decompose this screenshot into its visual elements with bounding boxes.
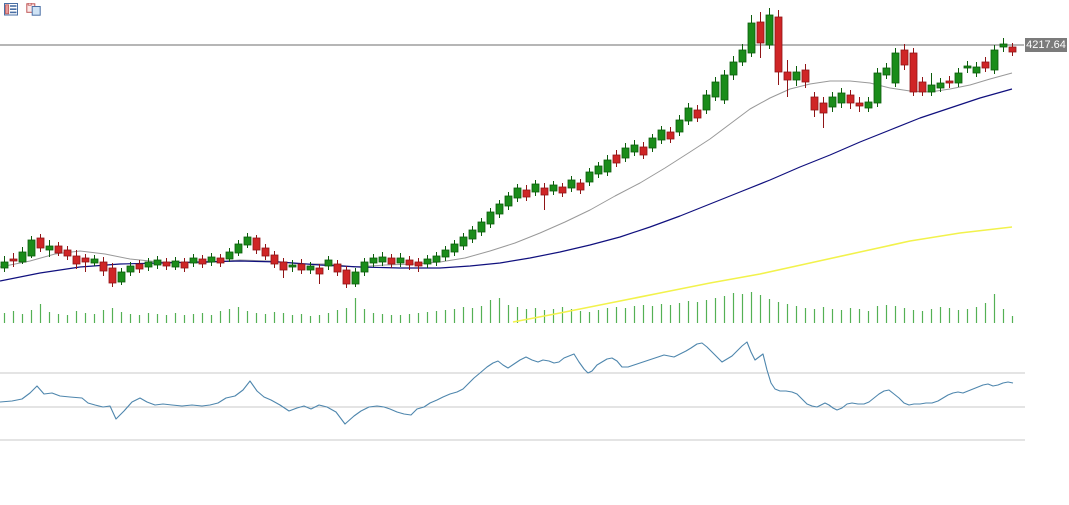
oscillator-gridlines [0, 372, 1025, 441]
yellow-ma-line [512, 226, 1013, 323]
chart-toolbar [4, 3, 41, 16]
volume-bars [3, 292, 1014, 323]
last-price-badge: 4217.64 [1025, 38, 1067, 52]
oscillator-line [0, 341, 1014, 425]
data-list-icon[interactable] [4, 3, 19, 16]
chart-window-icon[interactable] [26, 3, 41, 16]
candlesticks [0, 8, 1017, 288]
